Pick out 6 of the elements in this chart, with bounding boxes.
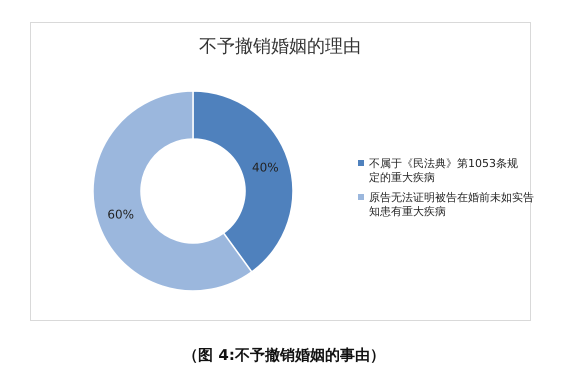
text: （图 4:不予撤销婚姻的事由） bbox=[183, 346, 385, 364]
chart-title: 不予撤销婚姻的理由 bbox=[199, 36, 361, 57]
legend-label: 原告无法证明被告在婚前未如实告知患有重大疾病 bbox=[369, 191, 534, 218]
data-label: 60% bbox=[107, 208, 134, 222]
legend-label: 不属于《民法典》第1053条规定的重大疾病 bbox=[369, 157, 518, 184]
data-label: 40% bbox=[252, 160, 279, 175]
